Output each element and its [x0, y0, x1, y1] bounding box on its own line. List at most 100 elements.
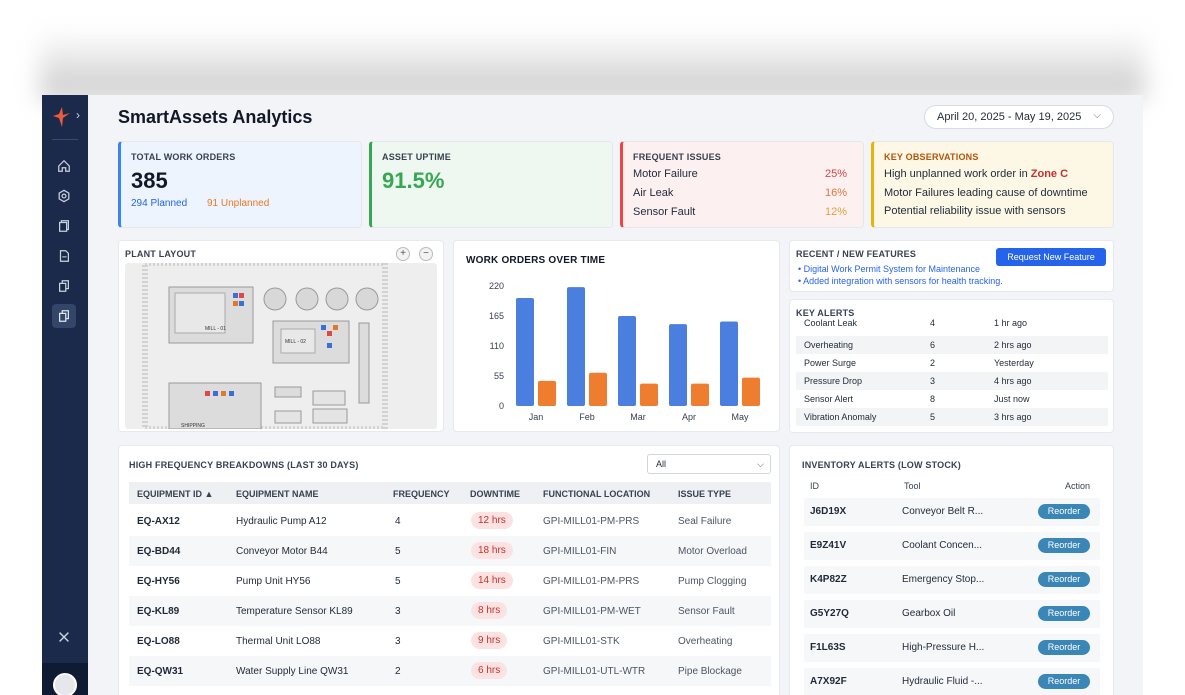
equipment-name: Pump Unit HY56	[236, 576, 311, 587]
inventory-column-action: Action	[1065, 481, 1091, 491]
issue-percent: 12%	[824, 206, 847, 218]
map-label: MILL - 02	[285, 339, 306, 345]
work-orders-chart: 0 55 110 165 220 Jan Feb Mar Apr May	[489, 281, 760, 422]
sidebar-divider	[52, 139, 78, 140]
plant-map[interactable]: MILL - 01 MILL - 02 SHIPPING	[125, 263, 437, 429]
breakdowns-card: HIGH FREQUENCY BREAKDOWNS (LAST 30 DAYS)…	[118, 445, 780, 695]
date-range-picker[interactable]: April 20, 2025 - May 19, 2025 ⌵	[924, 105, 1114, 129]
downtime-badge: 8 hrs	[471, 602, 508, 619]
documents-icon	[59, 220, 69, 232]
table-row[interactable]: EQ-LO88 Thermal Unit LO88 3 9 hrs GPI-MILL01…	[129, 626, 771, 656]
bar-jan-series-1[interactable]	[516, 298, 534, 406]
reorder-button[interactable]: Reorder	[1038, 606, 1090, 621]
sidebar-item-copy[interactable]	[52, 274, 76, 298]
bar-jan-series-2[interactable]	[538, 380, 556, 406]
column-header-downtime[interactable]: DOWNTIME	[470, 489, 520, 499]
inventory-tool: Hydraulic Fluid -...	[902, 676, 983, 687]
table-row[interactable]: EQ-AX12 Hydraulic Pump A12 4 12 hrs GPI-MILL…	[129, 506, 771, 536]
plant-layout-title: PLANT LAYOUT	[125, 249, 197, 259]
bar-apr-series-1[interactable]	[669, 324, 687, 406]
window-shadow	[40, 30, 1145, 100]
chevron-down-icon: ⌵	[757, 459, 764, 469]
reports-icon	[59, 310, 69, 322]
reorder-button[interactable]: Reorder	[1038, 572, 1090, 587]
alert-time: 2 hrs ago	[994, 340, 1032, 350]
request-feature-button[interactable]: Request New Feature	[996, 248, 1106, 266]
functional-location: GPI-MILL01-STK	[543, 636, 620, 647]
feature-link[interactable]: • Added integration with sensors for hea…	[798, 276, 1003, 286]
inventory-tool: Gearbox Oil	[902, 608, 956, 619]
x-tick-label: Jan	[529, 412, 544, 422]
alert-time: 4 hrs ago	[994, 376, 1032, 386]
reorder-button[interactable]: Reorder	[1038, 538, 1090, 553]
bar-may-series-1[interactable]	[720, 321, 738, 406]
user-profile[interactable]	[42, 663, 88, 695]
y-tick-label: 55	[494, 371, 504, 381]
breakdowns-filter-select[interactable]: All ⌵	[647, 454, 771, 474]
alert-row[interactable]: Coolant Leak 4 1 hr ago	[796, 314, 1108, 332]
bar-may-series-2[interactable]	[742, 377, 760, 406]
sidebar-item-settings[interactable]	[52, 184, 76, 208]
table-row[interactable]: EQ-HY56 Pump Unit HY56 5 14 hrs GPI-MILL01-P…	[129, 566, 771, 596]
sidebar-item-file[interactable]	[52, 244, 76, 268]
kpi-label: FREQUENT ISSUES	[633, 152, 722, 162]
column-header-equipment-id[interactable]: EQUIPMENT ID ▲	[137, 489, 214, 499]
table-row[interactable]: EQ-QW31 Water Supply Line QW31 2 6 hrs GPI-M…	[129, 656, 771, 686]
alert-row[interactable]: Overheating 6 2 hrs ago	[796, 336, 1108, 354]
table-header: EQUIPMENT ID ▲ EQUIPMENT NAME FREQUENCY …	[129, 482, 771, 504]
file-icon	[59, 250, 69, 262]
column-header-equipment-name[interactable]: EQUIPMENT NAME	[236, 489, 319, 499]
downtime-badge: 6 hrs	[471, 662, 508, 679]
gear-icon	[58, 189, 70, 203]
sidebar-item-reports[interactable]	[52, 304, 76, 328]
features-card: RECENT / NEW FEATURES Request New Featur…	[789, 240, 1114, 292]
downtime-badge: 9 hrs	[471, 632, 508, 649]
zoom-in-button[interactable]: +	[396, 247, 410, 261]
frequency: 3	[395, 636, 401, 647]
inventory-row: G5Y27Q Gearbox Oil Reorder	[804, 600, 1100, 628]
alert-row[interactable]: Sensor Alert 8 Just now	[796, 390, 1108, 408]
key-alerts-title: KEY ALERTS	[796, 308, 855, 318]
issue-name: Sensor Fault	[633, 206, 696, 218]
equipment-name: Water Supply Line QW31	[236, 666, 349, 677]
inventory-id: E9Z41V	[810, 540, 847, 551]
alert-row[interactable]: Vibration Anomaly 5 3 hrs ago	[796, 408, 1108, 426]
table-row[interactable]: EQ-BD44 Conveyor Motor B44 5 18 hrs GPI-MILL…	[129, 536, 771, 566]
alert-row[interactable]: Power Surge 2 Yesterday	[796, 354, 1108, 372]
reorder-button[interactable]: Reorder	[1038, 640, 1090, 655]
sidebar-item-home[interactable]	[52, 154, 76, 178]
alert-name: Pressure Drop	[804, 376, 863, 386]
avatar[interactable]	[53, 673, 77, 695]
bar-mar-series-1[interactable]	[618, 316, 636, 406]
column-header-issue-type[interactable]: ISSUE TYPE	[678, 489, 732, 499]
sidebar-item-documents[interactable]	[52, 214, 76, 238]
unplanned-count: 91 Unplanned	[207, 198, 270, 209]
bar-mar-series-2[interactable]	[640, 383, 658, 406]
alert-row[interactable]: Pressure Drop 3 4 hrs ago	[796, 372, 1108, 390]
bar-feb-series-2[interactable]	[589, 372, 607, 406]
bar-apr-series-2[interactable]	[691, 383, 709, 406]
filter-value: All	[656, 459, 667, 469]
table-row[interactable]: EQ-KL89 Temperature Sensor KL89 3 8 hrs GPI-…	[129, 596, 771, 626]
sidebar-expand-icon[interactable]: ›	[76, 108, 80, 122]
reorder-button[interactable]: Reorder	[1038, 504, 1090, 519]
column-header-frequency[interactable]: FREQUENCY	[393, 489, 450, 499]
x-tick-label: Mar	[630, 412, 646, 422]
frequency: 4	[395, 516, 401, 527]
reorder-button[interactable]: Reorder	[1038, 674, 1090, 689]
kpi-value: 91.5%	[382, 168, 445, 193]
alert-count: 5	[930, 412, 936, 422]
inventory-id: F1L63S	[810, 642, 846, 653]
copy-icon	[59, 280, 69, 292]
column-header-functional-location[interactable]: FUNCTIONAL LOCATION	[543, 489, 651, 499]
downtime-badge: 12 hrs	[471, 512, 513, 529]
bar-feb-series-1[interactable]	[567, 287, 585, 406]
page-title: SmartAssets Analytics	[118, 107, 313, 127]
feature-link[interactable]: • Digital Work Permit System for Mainten…	[798, 264, 981, 274]
kpi-frequent-issues: FREQUENT ISSUES Motor Failure 25% Air Le…	[620, 141, 864, 228]
equipment-id: EQ-QW31	[137, 666, 184, 677]
zoom-out-button[interactable]: −	[419, 247, 433, 261]
y-tick-label: 165	[489, 311, 504, 321]
downtime-badge: 14 hrs	[471, 572, 513, 589]
sidebar-item-tools[interactable]	[52, 625, 76, 649]
